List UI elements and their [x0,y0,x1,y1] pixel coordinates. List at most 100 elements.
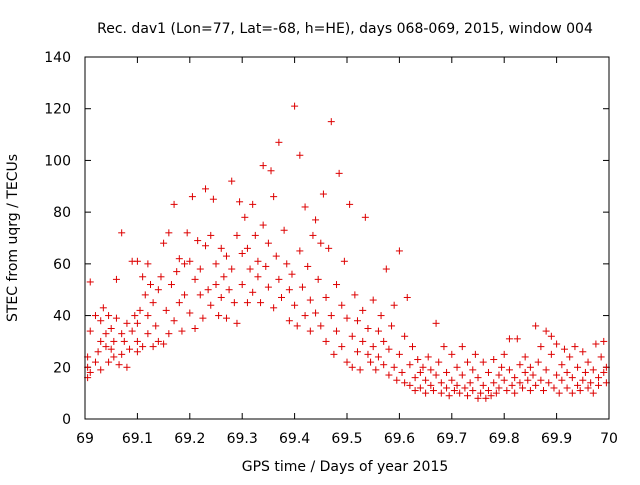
data-point [254,257,262,265]
data-point [474,394,482,402]
data-point [257,299,265,307]
data-point [589,389,597,397]
data-point [327,118,335,126]
data-point [500,350,508,358]
data-point [508,381,516,389]
data-point [215,312,223,320]
data-point [440,343,448,351]
data-point [521,368,529,376]
data-point [361,213,369,221]
data-point [112,275,120,283]
data-point [173,268,181,276]
data-point [343,314,351,322]
data-point [338,343,346,351]
data-point [209,195,217,203]
data-point [262,262,270,270]
data-point [495,384,503,392]
data-point [207,231,215,239]
x-tick-label: 69.5 [331,431,362,447]
data-point [390,301,398,309]
data-point [202,185,210,193]
data-point [105,358,113,366]
data-point [416,368,424,376]
data-point [542,366,550,374]
data-point [207,301,215,309]
data-point [395,247,403,255]
data-point [126,345,134,353]
data-point [519,384,527,392]
data-point [411,387,419,395]
data-point [267,167,275,175]
data-point [453,381,461,389]
data-point [490,379,498,387]
data-point [333,327,341,335]
data-point [149,343,157,351]
data-point [196,291,204,299]
data-point [568,374,576,382]
data-point [107,325,115,332]
data-point [280,226,288,234]
x-axis-label: GPS time / Days of year 2015 [242,459,449,475]
data-point [450,387,458,395]
x-tick-label: 69.4 [279,431,310,447]
data-point [437,389,445,397]
data-point [566,353,574,361]
data-point [330,350,338,358]
data-point [338,301,346,309]
data-point [275,138,283,146]
data-point [105,312,113,320]
data-point [516,379,524,387]
data-point [272,252,280,260]
data-point [236,198,244,206]
data-point [406,361,414,369]
data-point [301,203,309,211]
data-point [186,257,194,265]
data-point [186,309,194,317]
data-point [86,327,94,335]
data-point [107,345,115,353]
data-point [275,275,283,283]
y-tick-label: 120 [44,102,71,118]
data-point [537,343,545,351]
data-point [589,366,597,374]
data-point [202,242,210,250]
data-point [333,281,341,289]
data-point [458,343,466,351]
data-point [175,255,183,263]
data-point [136,306,144,314]
data-point [453,363,461,371]
chart-title: Rec. dav1 (Lon=77, Lat=-68, h=HE), days … [97,21,593,37]
data-point [233,231,241,239]
data-point [469,366,477,374]
data-point [270,304,278,312]
data-point [432,371,440,379]
data-point [401,379,409,387]
data-point [86,278,94,286]
data-point [422,389,430,397]
data-point [406,381,414,389]
data-point [123,363,131,371]
data-point [382,265,390,273]
data-point [346,200,354,208]
y-tick-label: 40 [53,309,71,325]
data-point [154,286,162,294]
data-point [385,345,393,353]
data-point [558,376,566,384]
data-point [291,301,299,309]
data-point [118,350,126,358]
data-point [128,327,136,335]
data-point [327,312,335,320]
data-point [322,337,330,345]
data-point [170,200,178,208]
axis-ticks: 69 69.1 69.2 69.3 69.4 69.5 69.6 69.7 69.8 69.9 70… [44,50,618,447]
data-point [427,366,435,374]
data-point [157,273,165,281]
data-point [587,379,595,387]
data-point [516,361,524,369]
data-point [133,348,141,356]
data-point [133,257,141,265]
y-tick-label: 0 [62,412,71,428]
data-point [443,384,451,392]
data-point [225,286,233,294]
data-point [165,229,173,237]
